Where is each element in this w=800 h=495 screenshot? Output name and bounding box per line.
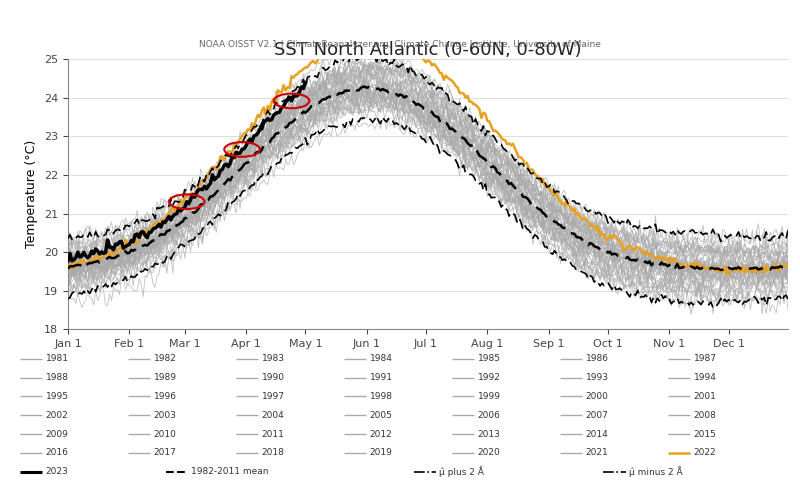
Text: 2010: 2010 bbox=[154, 430, 177, 439]
Text: 1998: 1998 bbox=[370, 392, 393, 401]
Text: 2006: 2006 bbox=[478, 411, 501, 420]
Text: 2016: 2016 bbox=[46, 448, 69, 457]
Text: μ̂ plus 2 Å: μ̂ plus 2 Å bbox=[439, 466, 484, 477]
Title: SST North Atlantic (0-60N, 0-80W): SST North Atlantic (0-60N, 0-80W) bbox=[274, 41, 582, 59]
Text: 2000: 2000 bbox=[586, 392, 609, 401]
Text: 2009: 2009 bbox=[46, 430, 69, 439]
Text: 1984: 1984 bbox=[370, 354, 393, 363]
Text: 2022: 2022 bbox=[694, 448, 716, 457]
Text: 1995: 1995 bbox=[46, 392, 69, 401]
Text: 1983: 1983 bbox=[262, 354, 285, 363]
Text: 1999: 1999 bbox=[478, 392, 501, 401]
Text: 1994: 1994 bbox=[694, 373, 717, 382]
Text: 2001: 2001 bbox=[694, 392, 717, 401]
Text: 2007: 2007 bbox=[586, 411, 609, 420]
Text: 1991: 1991 bbox=[370, 373, 393, 382]
Text: 1997: 1997 bbox=[262, 392, 285, 401]
Text: 2020: 2020 bbox=[478, 448, 500, 457]
Text: 2012: 2012 bbox=[370, 430, 392, 439]
Text: 1993: 1993 bbox=[586, 373, 609, 382]
Text: μ̂ minus 2 Å: μ̂ minus 2 Å bbox=[629, 466, 682, 477]
Text: 1982: 1982 bbox=[154, 354, 177, 363]
Text: 2019: 2019 bbox=[370, 448, 393, 457]
Text: 2008: 2008 bbox=[694, 411, 717, 420]
Text: 2011: 2011 bbox=[262, 430, 285, 439]
Text: 2017: 2017 bbox=[154, 448, 177, 457]
Text: 2002: 2002 bbox=[46, 411, 68, 420]
Text: NOAA OISST V2.1 | ClimateReanalyzer.org, Climate Change Institute, University of: NOAA OISST V2.1 | ClimateReanalyzer.org,… bbox=[199, 40, 601, 49]
Text: 1986: 1986 bbox=[586, 354, 609, 363]
Text: 2021: 2021 bbox=[586, 448, 608, 457]
Text: 2013: 2013 bbox=[478, 430, 501, 439]
Text: 1981: 1981 bbox=[46, 354, 69, 363]
Text: 1989: 1989 bbox=[154, 373, 177, 382]
Text: 1987: 1987 bbox=[694, 354, 717, 363]
Text: 1996: 1996 bbox=[154, 392, 177, 401]
Text: 1990: 1990 bbox=[262, 373, 285, 382]
Text: 2023: 2023 bbox=[46, 467, 68, 476]
Text: 1985: 1985 bbox=[478, 354, 501, 363]
Text: 1982-2011 mean: 1982-2011 mean bbox=[191, 467, 269, 476]
Text: 2004: 2004 bbox=[262, 411, 284, 420]
Text: 2014: 2014 bbox=[586, 430, 608, 439]
Text: 2015: 2015 bbox=[694, 430, 717, 439]
Text: 2018: 2018 bbox=[262, 448, 285, 457]
Text: 2005: 2005 bbox=[370, 411, 393, 420]
Y-axis label: Temperature (°C): Temperature (°C) bbox=[26, 140, 38, 248]
Text: 1992: 1992 bbox=[478, 373, 501, 382]
Text: 2003: 2003 bbox=[154, 411, 177, 420]
Text: 1988: 1988 bbox=[46, 373, 69, 382]
